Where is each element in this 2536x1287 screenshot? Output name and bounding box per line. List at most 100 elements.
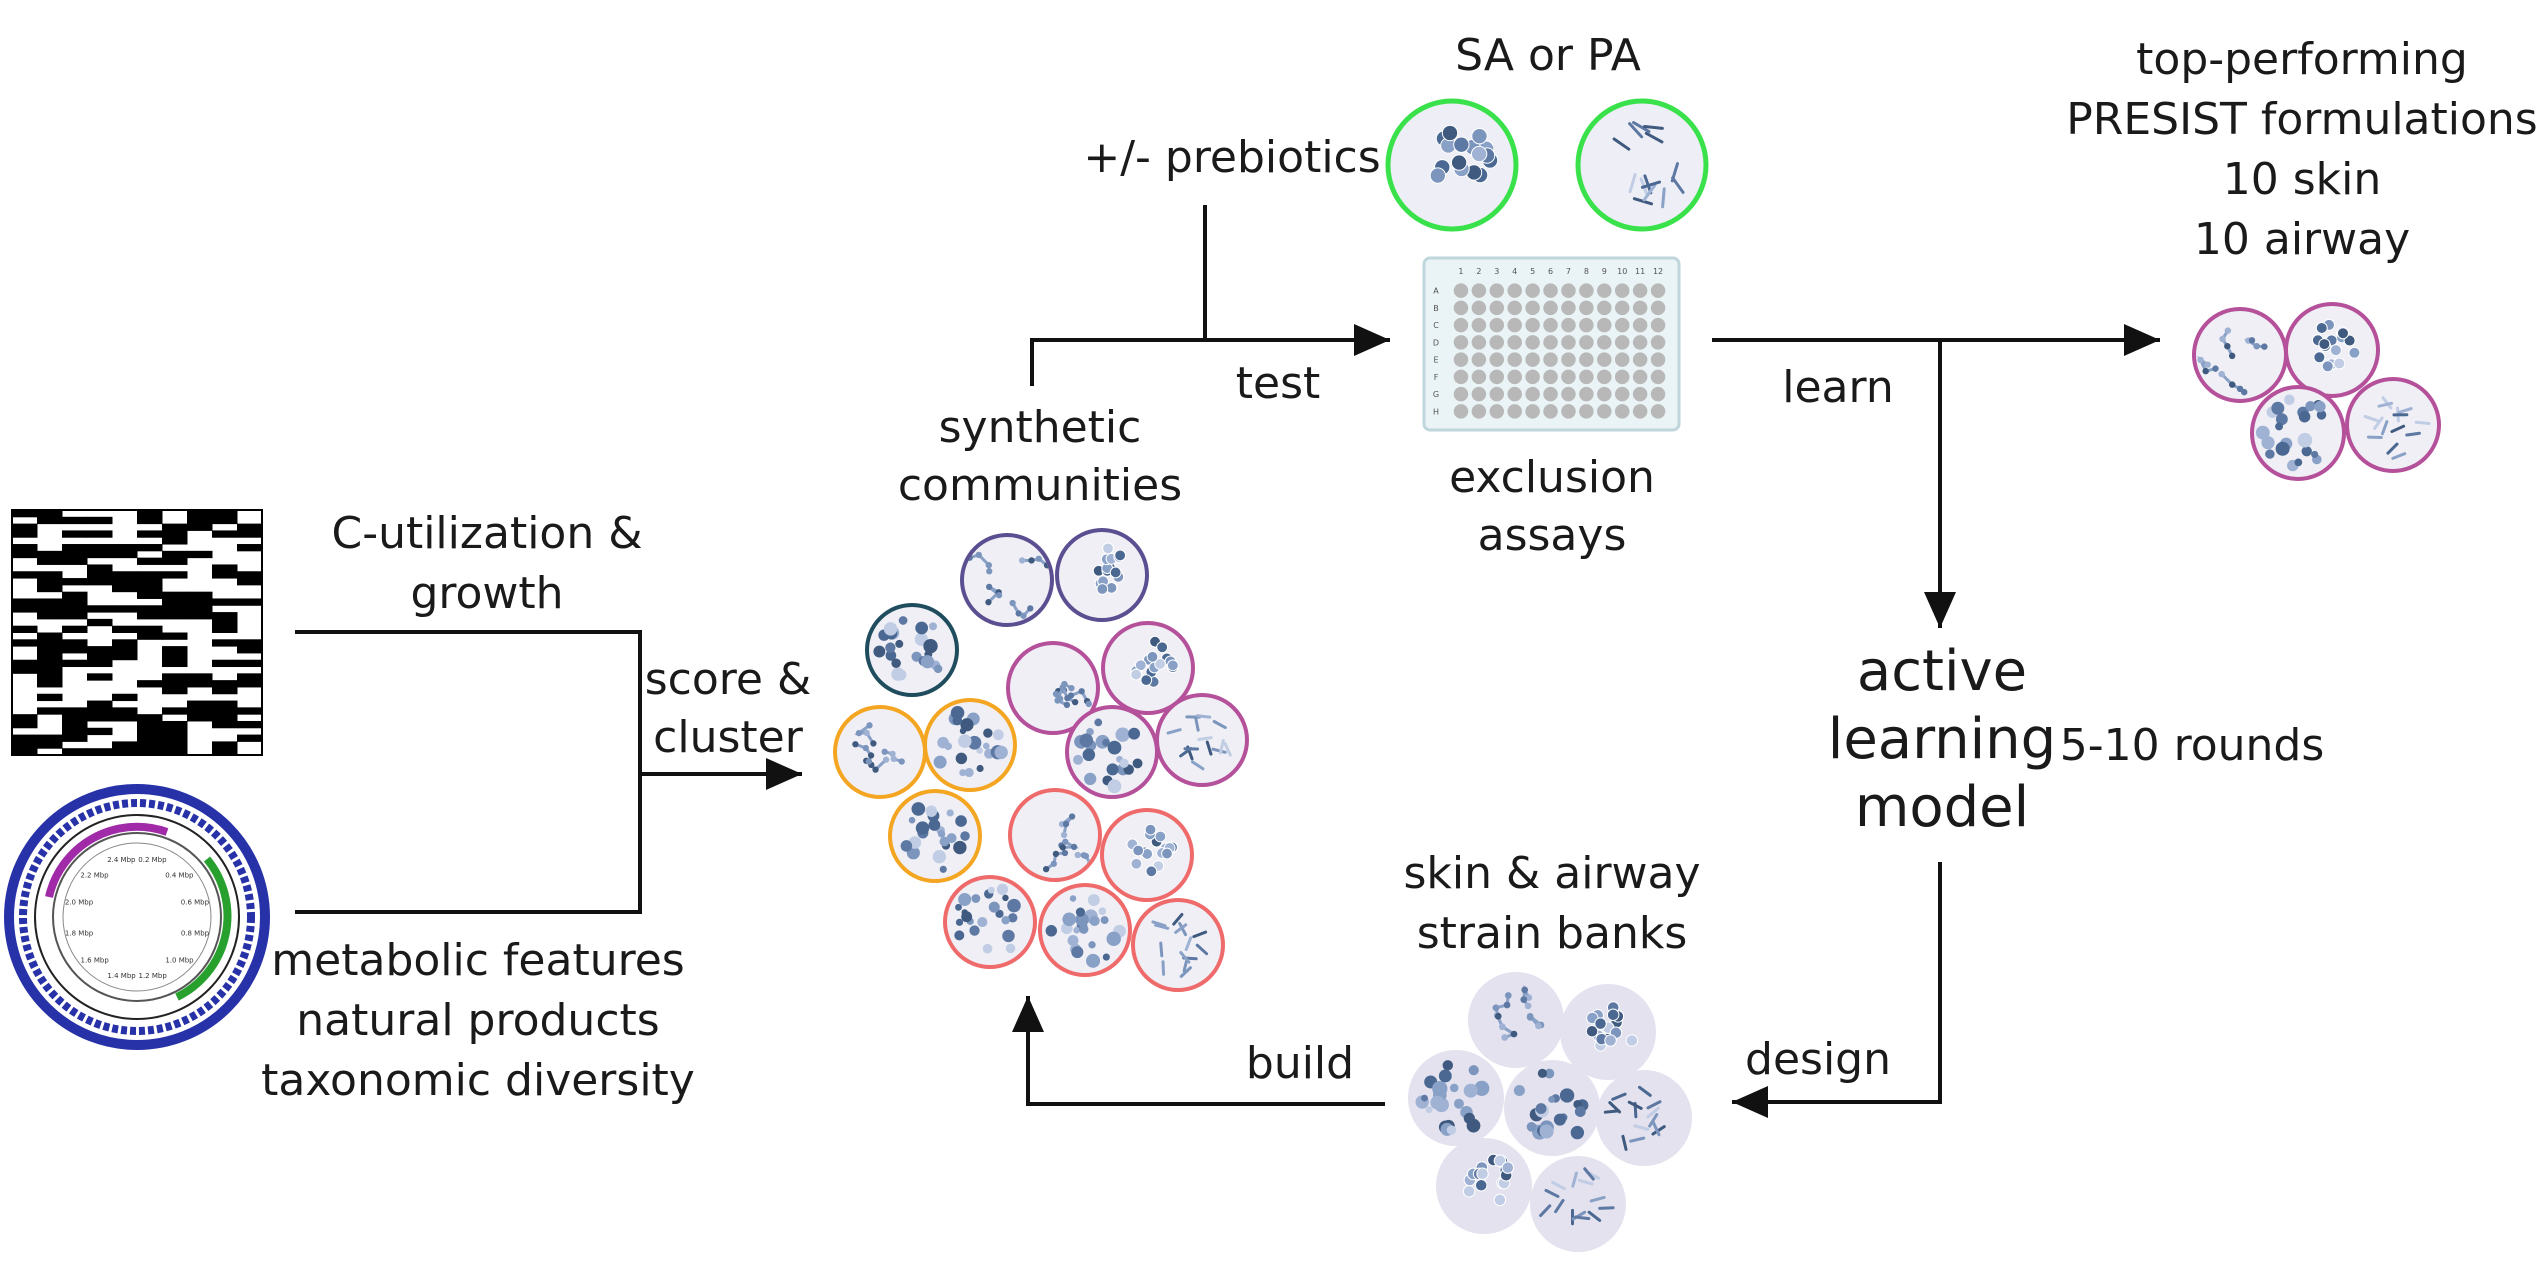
- cell-dot: [1102, 738, 1110, 747]
- cell-dot: [920, 655, 935, 669]
- plate-well: [1597, 369, 1612, 385]
- chain-node: [1524, 1002, 1532, 1010]
- chain-node: [986, 583, 993, 591]
- chain-node: [986, 568, 993, 575]
- cell-dot: [995, 909, 1004, 918]
- community-outline: [833, 705, 927, 799]
- plate-well: [1471, 335, 1487, 350]
- cell-dot: [937, 830, 946, 838]
- chain-node: [1009, 599, 1016, 607]
- plate-well: [1543, 317, 1558, 333]
- cell-dot: [2294, 458, 2303, 467]
- plate-well: [1507, 335, 1522, 350]
- chain-node: [995, 592, 1003, 599]
- cell-rod: [1648, 1113, 1659, 1128]
- cell-cluster: [1493, 1193, 1507, 1207]
- heatmap-cell: [137, 632, 163, 640]
- community-content: [1126, 823, 1178, 878]
- plate-well: [1489, 352, 1505, 367]
- plate-well: [1471, 283, 1487, 298]
- heatmap-cell: [87, 707, 113, 715]
- community-content: [900, 802, 970, 873]
- heatmap-cell: [237, 646, 263, 654]
- heatmap-cell: [87, 646, 113, 654]
- genome-inner: [62, 842, 212, 992]
- heatmap-cell: [187, 550, 213, 559]
- plate-col-label: 5: [1530, 267, 1535, 276]
- plate-well: [1579, 335, 1594, 350]
- cell-rod: [1539, 1204, 1552, 1218]
- cell-dot: [1073, 926, 1081, 934]
- heatmap-cell: [162, 605, 188, 613]
- heatmap-cell: [12, 510, 38, 518]
- genome-ring-2: [19, 799, 255, 1035]
- heatmap-cell: [37, 659, 63, 668]
- plate-col-label: 2: [1476, 267, 1481, 276]
- plate-well: [1543, 352, 1558, 367]
- heatmap-cell: [237, 707, 263, 715]
- cell-dot: [983, 728, 993, 738]
- cell-dot: [923, 638, 938, 654]
- chain-node: [1520, 996, 1528, 1003]
- plate-well: [1650, 335, 1666, 350]
- cell-dot: [946, 833, 957, 844]
- community-circle: [1385, 98, 1519, 232]
- heatmap-cell: [12, 544, 38, 552]
- cell-dot: [1084, 772, 1097, 786]
- heatmap-cell: [12, 748, 38, 756]
- cell-dot: [982, 943, 993, 954]
- heatmap-cell: [187, 516, 213, 525]
- community-content: [2363, 396, 2431, 460]
- community-content: [1130, 635, 1179, 688]
- cell-dot: [1002, 929, 1015, 943]
- heatmap-cell: [137, 741, 163, 749]
- heatmap-cell: [87, 564, 113, 572]
- community-content: [1166, 714, 1232, 771]
- cell-dot: [969, 925, 980, 936]
- cell-cluster: [1161, 847, 1173, 860]
- cell-dot: [955, 815, 967, 827]
- cell-rod: [2380, 420, 2389, 436]
- top-label-4: 10 airway: [2194, 214, 2410, 265]
- cell-rod: [1603, 1109, 1621, 1114]
- cell-dot: [1539, 1124, 1554, 1139]
- heatmap-cell: [237, 659, 263, 668]
- heatmap-cell: [112, 748, 138, 756]
- community-circle: [1065, 705, 1159, 799]
- heatmap-cell: [187, 673, 213, 681]
- heatmap-cell: [187, 707, 213, 715]
- cell-dot: [2265, 449, 2275, 459]
- heatmap-cell: [87, 673, 113, 681]
- plate-col-label: 3: [1494, 267, 1499, 276]
- cell-dot: [900, 840, 913, 852]
- community-circle: [1504, 1060, 1600, 1156]
- cell-dot: [955, 752, 968, 765]
- cell-dot: [1005, 943, 1016, 954]
- heatmap-cell: [187, 714, 213, 722]
- top-formulations-cluster: [2192, 302, 2441, 481]
- heatmap-cell: [87, 748, 113, 756]
- connectors: [295, 205, 2160, 1118]
- cell-dot: [988, 901, 1000, 913]
- chain-node: [1018, 557, 1026, 564]
- plate-well: [1453, 386, 1469, 402]
- heatmap-cell: [12, 598, 38, 606]
- exclusion-label-1: exclusion: [1449, 452, 1655, 503]
- cell-dot: [1008, 913, 1018, 923]
- cell-cluster: [2321, 360, 2334, 373]
- community-outline: [1530, 1156, 1626, 1252]
- cell-rod: [1154, 923, 1170, 930]
- community-circle: [1560, 984, 1656, 1080]
- chain-link: [854, 742, 873, 762]
- cell-dot: [939, 865, 947, 873]
- heatmap-cell: [212, 598, 238, 606]
- heatmap-cell: [112, 584, 138, 593]
- plate-well: [1632, 283, 1648, 298]
- test-label: test: [1236, 358, 1321, 409]
- heatmap-cell: [12, 741, 38, 749]
- exclusion-label-2: assays: [1478, 510, 1627, 561]
- heatmap-cell: [37, 707, 63, 715]
- heatmap-cell: [62, 612, 88, 620]
- chain-node: [872, 766, 879, 773]
- top-label-2: PRESIST formulations: [2066, 94, 2536, 145]
